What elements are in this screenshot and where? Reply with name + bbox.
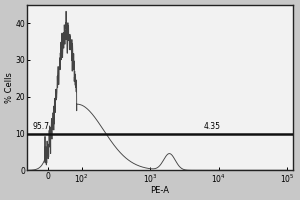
Text: 95.7: 95.7 bbox=[32, 122, 49, 131]
X-axis label: PE-A: PE-A bbox=[150, 186, 169, 195]
Text: 4.35: 4.35 bbox=[204, 122, 220, 131]
Y-axis label: % Cells: % Cells bbox=[5, 72, 14, 103]
